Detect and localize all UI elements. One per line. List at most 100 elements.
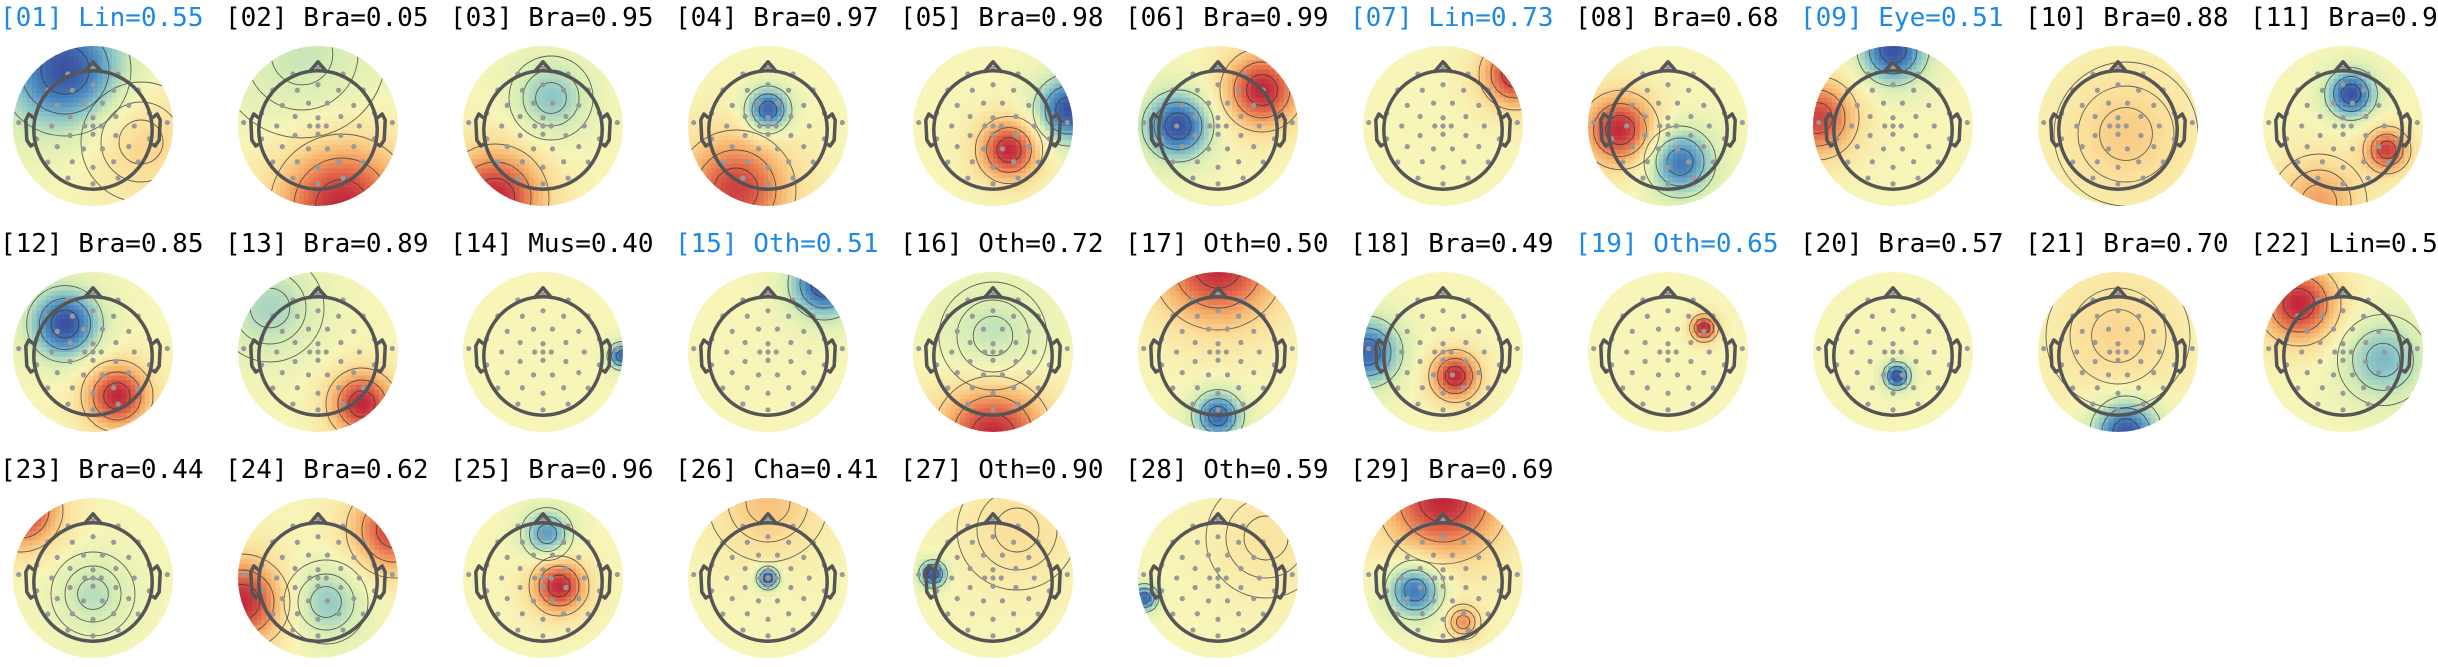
component-cell: [22] Lin=0.59 (2250, 228, 2438, 438)
electrode-dot (1215, 123, 1221, 129)
electrode-dot (1224, 326, 1231, 332)
head-outline (32, 521, 154, 643)
left-ear-outline (1149, 112, 1160, 148)
electrode-dot (1432, 349, 1438, 355)
electrode-dot (1215, 534, 1221, 540)
contour-line (348, 390, 376, 418)
electrode-dot (773, 123, 779, 129)
electrode-dot (1215, 131, 1221, 137)
electrode-dot (1665, 123, 1671, 129)
electrode-dot (1640, 175, 1646, 181)
electrode-dot (1419, 611, 1425, 617)
electrode-dot (540, 164, 546, 170)
electrode-dot (2115, 357, 2121, 363)
electrode-dot (2340, 181, 2346, 187)
electrode-dot (1449, 598, 1456, 604)
electrode-dot (2136, 87, 2142, 93)
electrode-dot (2138, 339, 2144, 346)
electrode-dot (1591, 345, 1597, 352)
electrode-dot (1419, 385, 1425, 391)
component-label: [26] Cha=0.41 (675, 454, 879, 486)
electrode-dot (519, 159, 525, 165)
electrode-dot (2136, 159, 2142, 165)
electrode-dot (1449, 100, 1456, 106)
electrode-dot (1289, 571, 1295, 578)
electrode-dot (744, 539, 750, 545)
electrode-dot (2340, 123, 2346, 129)
electrode-dot (495, 159, 501, 165)
electrode-dot (774, 598, 781, 604)
electrode-dot (576, 328, 582, 334)
electrode-dot (1430, 326, 1437, 332)
electrode-dot (292, 565, 298, 572)
electrode-dot (1629, 144, 1635, 150)
electrode-dot (565, 627, 571, 633)
electrode-dot (1440, 616, 1446, 622)
contour-line (2089, 395, 2163, 432)
electrode-dot (969, 159, 975, 165)
electrode-dot (2140, 175, 2146, 181)
electrode-dot (294, 313, 300, 319)
electrode-dot (990, 575, 996, 581)
electrode-dot (1238, 339, 1244, 346)
contour-line (688, 129, 797, 206)
electrode-dot (315, 357, 321, 363)
electrode-dot (504, 144, 510, 150)
electrode-dot (2115, 349, 2121, 355)
electrode-dot (1665, 407, 1671, 413)
contour-line (283, 559, 369, 645)
electrode-dot (1031, 349, 1037, 355)
electrode-dot (80, 100, 87, 106)
head-outline (32, 295, 154, 417)
electrode-dot (765, 616, 771, 622)
electrode-dot (1289, 345, 1295, 352)
electrode-dot (2107, 349, 2113, 355)
electrode-dot (1404, 328, 1410, 334)
electrode-dot (504, 328, 510, 334)
electrode-dot (1417, 339, 1423, 346)
electrode-dot (1215, 616, 1221, 622)
electrode-dot (1260, 385, 1266, 391)
electrode-dot (1867, 339, 1873, 346)
electrode-dot (241, 345, 247, 352)
contour-line (1151, 272, 1285, 331)
electrode-dot (1869, 313, 1875, 319)
electrode-dot (982, 123, 988, 129)
electrode-dot (2330, 372, 2337, 378)
electrode-dot (1251, 554, 1257, 560)
left-ear-outline (1374, 338, 1385, 374)
electrode-dot (517, 565, 523, 572)
electrode-dot (274, 123, 280, 129)
electrode-dot (1238, 584, 1244, 591)
electrode-dot (126, 144, 132, 150)
electrode-dot (786, 539, 792, 545)
electrode-dot (954, 328, 960, 334)
electrode-dot (16, 345, 22, 352)
electrode-dot (742, 358, 748, 365)
topomap (1363, 272, 1523, 432)
nose-outline (1882, 286, 1904, 300)
electrode-dot (294, 87, 300, 93)
electrode-dot (999, 326, 1006, 332)
nose-outline (2107, 286, 2129, 300)
electrode-dot (614, 345, 620, 352)
electrode-dot (2340, 115, 2346, 121)
contour-line (2377, 140, 2397, 160)
contour-line (1164, 112, 1192, 140)
electrode-dot (1665, 357, 1671, 363)
electrode-dot (765, 164, 771, 170)
topomap (2038, 46, 2198, 206)
right-ear-outline (601, 338, 612, 374)
electrode-dot (324, 372, 331, 378)
left-ear-outline (2049, 338, 2060, 374)
right-ear-outline (1276, 112, 1287, 148)
electrode-dot (1706, 123, 1712, 129)
electrode-dot (532, 349, 538, 355)
head-outline (1607, 69, 1729, 191)
electrode-dot (1417, 113, 1423, 120)
topomap (688, 46, 848, 206)
nose-outline (982, 60, 1004, 74)
electrode-dot (1205, 552, 1212, 558)
electrode-dot (990, 349, 996, 355)
electrode-dot (949, 123, 955, 129)
